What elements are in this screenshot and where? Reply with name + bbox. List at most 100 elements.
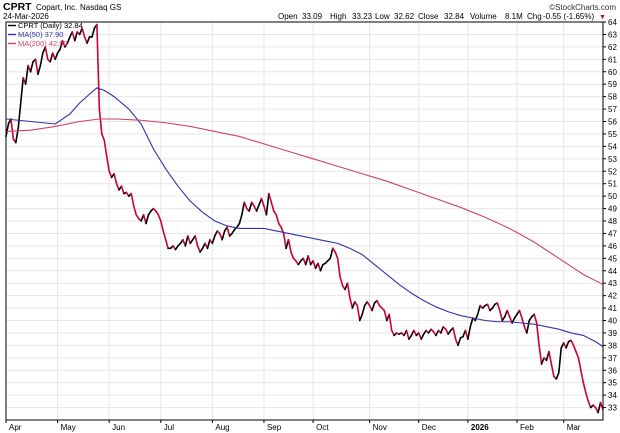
price-segment [346,282,351,299]
price-segment [81,27,86,38]
price-segment [275,213,280,225]
price-segment [115,182,120,191]
price-segment [15,126,20,144]
legend-entry: MA(200) 42.90 [18,39,68,48]
price-segment [157,213,162,222]
price-segment [86,36,91,44]
price-segment [49,52,54,63]
y-tick-label: 42 [608,292,617,301]
price-segment [506,309,511,318]
price-segment [584,391,590,403]
chart-date: 24-Mar-2026 [3,12,49,21]
price-segment [518,309,523,319]
price-segment [145,213,150,225]
ticker-symbol: CPRT [3,1,32,13]
price-segment [66,36,71,44]
x-tick-label: Mar [567,423,581,432]
x-tick-label: Jul [164,423,174,432]
price-segment [96,23,101,110]
price-segment [103,139,108,158]
price-segment [282,232,287,250]
price-segment [54,52,59,61]
price-segment [440,325,445,334]
price-segment [533,313,538,324]
x-tick-label: Oct [316,423,329,432]
y-tick-label: 40 [608,317,617,326]
y-tick-label: 35 [608,379,617,388]
high-label: High [330,12,346,21]
y-tick-label: 39 [608,329,617,338]
price-segment [238,213,243,225]
price-segment [376,299,381,307]
price-segment [260,197,265,207]
quote-bar: Open 33.09 High 33.23 Low 32.62 Close 32… [278,12,606,21]
price-segment [270,201,275,212]
y-tick-label: 45 [608,254,617,263]
y-tick-label: 41 [608,304,617,313]
price-segment [105,155,110,173]
price-segment [194,235,199,247]
close-label: Close [418,12,439,21]
volume-value: 8.1M [505,12,523,21]
y-tick-label: 33 [608,404,617,413]
x-tick-label: Dec [422,423,436,432]
price-segment [19,77,25,104]
price-segment [597,401,602,414]
x-tick-label: Sep [267,423,282,432]
price-segment [130,192,135,207]
price-segment [499,309,504,322]
price-segment [101,133,106,141]
price-segment [108,170,113,179]
price-segment [548,350,553,365]
change-down-arrow-icon: ▼ [599,14,606,21]
price-segment [164,238,169,250]
price-segment [383,309,388,322]
y-tick-label: 34 [608,391,617,400]
y-tick-label: 52 [608,167,617,176]
price-segment [535,322,540,347]
price-segment [29,60,34,73]
price-segment [435,329,440,337]
y-tick-label: 62 [608,43,617,52]
ma200-line [5,118,604,285]
y-tick-label: 38 [608,341,617,350]
price-segment [469,317,474,328]
x-axis: Apr May Jun Jul Aug Sep Oct Nov Dec 2026 Feb Mar [5,420,581,432]
price-segment [312,259,317,270]
change-label: Chg [527,12,542,21]
price-segment [226,226,231,237]
price-segment [187,235,192,245]
close-value: 32.84 [444,12,465,21]
price-segment [361,304,366,316]
y-axis: 33 34 35 36 37 38 39 40 41 42 43 44 45 46 47 48 49 50 51 52… [603,18,617,413]
price-segment [351,301,356,309]
price-segment [339,276,344,287]
price-segment [91,27,96,38]
y-tick-label: 59 [608,80,617,89]
x-tick-label: Nov [373,423,387,432]
open-value: 33.09 [302,12,323,21]
price-segment [486,303,491,312]
y-tick-label: 57 [608,105,617,114]
price-segment [587,400,592,409]
y-tick-label: 36 [608,366,617,375]
price-segment [319,263,324,272]
price-segment [417,332,423,340]
price-segment [59,39,64,51]
y-tick-label: 46 [608,242,617,251]
price-segment [577,357,582,372]
price-segment [184,235,189,247]
price-segment [44,46,49,61]
y-tick-label: 54 [608,142,617,151]
price-segment [452,327,457,340]
price-segment [248,201,253,212]
price-segment [526,319,531,334]
price-segment [307,255,312,266]
price-segment [565,340,570,349]
price-segment [162,230,167,241]
price-segment [132,205,138,216]
price-segment [265,192,270,216]
price-segment [255,204,260,212]
